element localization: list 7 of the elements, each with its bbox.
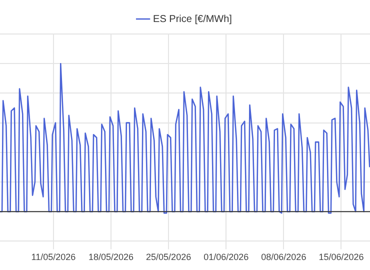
x-tick-label: 15/06/2026 xyxy=(318,252,364,262)
x-tick-label: 11/05/2026 xyxy=(31,252,76,262)
legend-label: ES Price [€/MWh] xyxy=(153,14,232,25)
x-tick-label: 25/05/2026 xyxy=(146,252,192,262)
x-tick-label: 18/05/2026 xyxy=(88,252,134,262)
x-tick-label: 01/06/2026 xyxy=(204,252,249,262)
x-tick-label: 08/06/2026 xyxy=(261,252,306,262)
